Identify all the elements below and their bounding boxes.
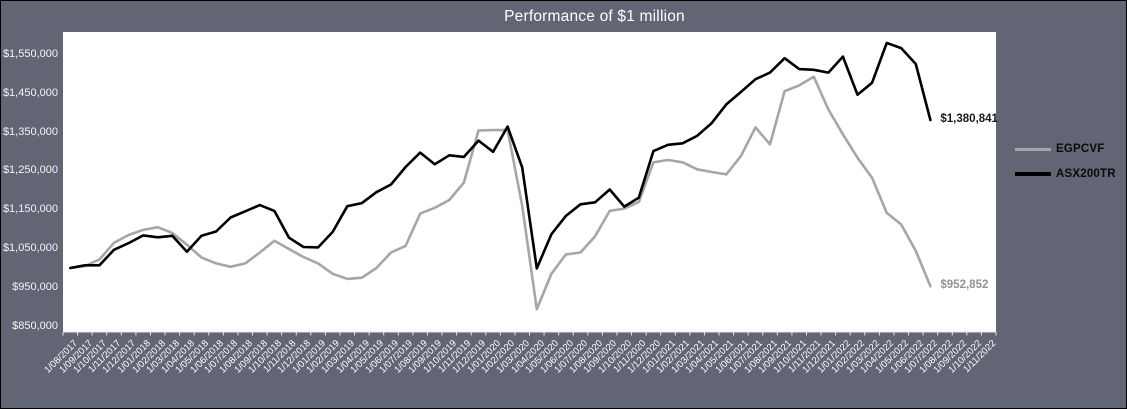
legend-item-asx200tr: ASX200TR — [1015, 168, 1125, 180]
y-axis-label: $1,250,000 — [2, 164, 58, 177]
y-axis-label: $1,550,000 — [2, 47, 58, 60]
asx200tr-line — [69, 41, 932, 270]
asx200tr-line-swatch — [1015, 172, 1051, 176]
y-axis-label: $850,000 — [12, 319, 58, 332]
egpcvf-line — [69, 75, 932, 311]
y-axis-label: $1,150,000 — [2, 203, 58, 216]
legend-label-asx200tr: ASX200TR — [1056, 168, 1116, 180]
y-axis-label: $950,000 — [12, 280, 58, 293]
egpcvf-end-label: $952,852 — [940, 279, 989, 292]
legend-item-egpcvf: EGPCVF — [1015, 143, 1125, 155]
plot-area — [63, 32, 996, 332]
egpcvf-line-swatch — [1015, 147, 1051, 151]
asx200tr-end-label: $1,380,841 — [940, 113, 998, 126]
y-axis-label: $1,050,000 — [2, 242, 58, 255]
legend: EGPCVF ASX200TR — [1015, 143, 1125, 180]
chart-title: Performance of $1 million — [504, 8, 685, 25]
legend-label-egpcvf: EGPCVF — [1056, 143, 1105, 155]
y-axis-label: $1,450,000 — [2, 86, 58, 99]
y-axis-label: $1,350,000 — [2, 125, 58, 138]
